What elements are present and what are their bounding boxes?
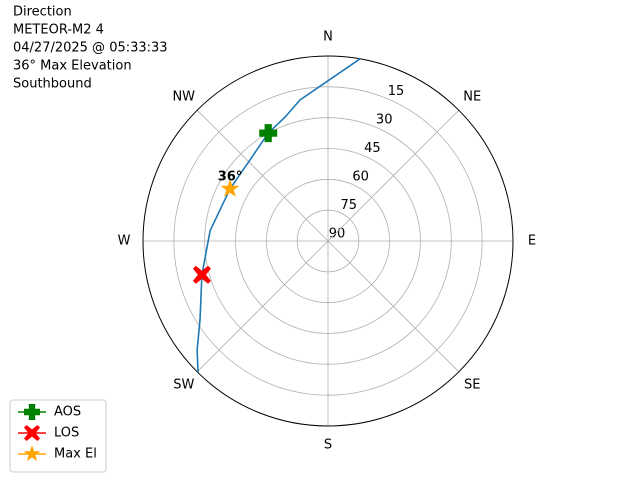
theta-tick-label: S <box>324 438 332 453</box>
r-tick-label: 60 <box>352 170 369 185</box>
marker-x <box>192 265 211 284</box>
title-line: METEOR-M2 4 <box>13 23 104 38</box>
grid-spoke <box>327 240 460 373</box>
title-line: Southbound <box>13 77 92 92</box>
marker-star <box>220 179 240 197</box>
theta-tick-label: NE <box>463 89 481 104</box>
marker-plus <box>259 124 278 143</box>
theta-tick-label: W <box>118 234 131 249</box>
title-line: 04/27/2025 @ 05:33:33 <box>13 41 168 56</box>
annotation: 36° <box>218 169 243 184</box>
theta-tick-label: E <box>528 234 536 249</box>
grid-spoke <box>196 109 329 242</box>
theta-tick-label: SE <box>464 378 480 393</box>
legend-label: AOS <box>54 405 81 420</box>
legend-marker <box>24 425 40 441</box>
title-line: 36° Max Elevation <box>13 59 132 74</box>
theta-tick-label: N <box>323 30 333 45</box>
r-tick-label: 15 <box>388 84 405 99</box>
legend-label: Max El <box>54 447 97 462</box>
r-tick-label: 30 <box>376 113 393 128</box>
legend-marker <box>24 404 40 420</box>
r-tick-label: 90 <box>329 227 346 242</box>
title-line: Direction <box>13 5 72 20</box>
grid-spoke <box>327 109 460 242</box>
theta-tick-label: NW <box>172 89 195 104</box>
theta-tick-label: SW <box>173 378 194 393</box>
r-tick-label: 75 <box>341 198 358 213</box>
legend-marker <box>23 445 41 462</box>
r-tick-label: 45 <box>364 141 381 156</box>
grid-spoke <box>196 240 329 373</box>
legend-label: LOS <box>54 426 79 441</box>
outer-frame <box>142 55 514 427</box>
track-line <box>196 58 361 373</box>
